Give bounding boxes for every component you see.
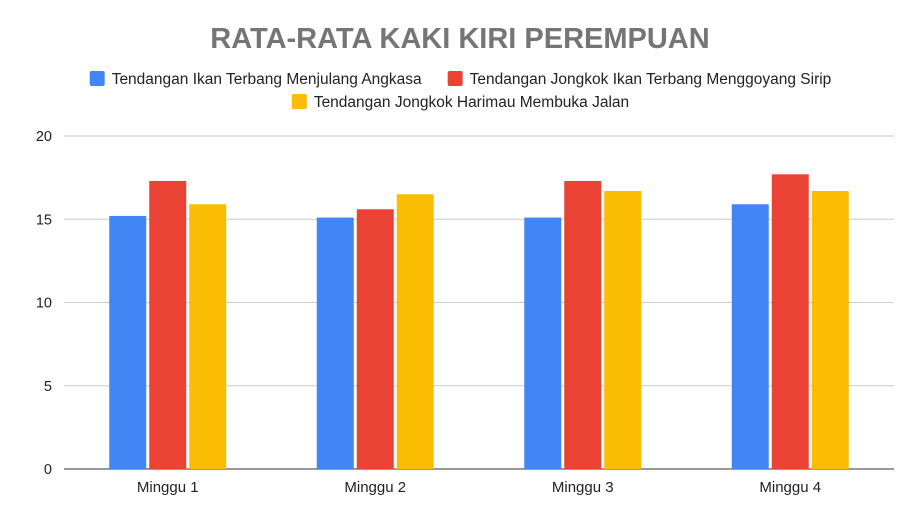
x-tick-label: Minggu 4	[759, 479, 821, 496]
y-tick-label: 0	[44, 462, 52, 478]
legend-label: Tendangan Ikan Terbang Menjulang Angkasa	[112, 71, 422, 88]
bar	[396, 194, 434, 469]
y-tick-label: 15	[36, 212, 52, 228]
legend-item: Tendangan Jongkok Ikan Terbang Menggoyan…	[447, 71, 832, 88]
legend-item: Tendangan Jongkok Harimau Membuka Jalan	[291, 94, 629, 111]
grid-lines	[64, 135, 894, 470]
x-tick-label: Minggu 1	[137, 479, 199, 496]
bar	[316, 217, 354, 469]
legend-swatch	[89, 71, 105, 86]
x-tick-label: Minggu 2	[344, 479, 406, 496]
legend-label: Tendangan Jongkok Harimau Membuka Jalan	[314, 94, 629, 111]
bar	[189, 204, 227, 469]
bar	[356, 209, 394, 469]
y-axis: 0 5 10 15 20	[36, 129, 52, 478]
y-tick-label: 10	[36, 296, 52, 312]
legend-label: Tendangan Jongkok Ikan Terbang Menggoyan…	[470, 71, 832, 88]
bar	[771, 174, 809, 470]
bar	[149, 180, 187, 469]
bar	[811, 190, 849, 469]
legend-item: Tendangan Ikan Terbang Menjulang Angkasa	[89, 71, 422, 88]
bar	[731, 204, 769, 469]
bars	[109, 174, 849, 470]
y-tick-label: 20	[36, 129, 52, 145]
chart-title: RATA-RATA KAKI KIRI PEREMPUAN	[210, 23, 709, 55]
bar	[524, 217, 562, 469]
x-tick-label: Minggu 3	[552, 479, 614, 496]
legend-swatch	[447, 71, 463, 86]
bar	[564, 180, 602, 469]
bar	[604, 190, 642, 469]
legend: Tendangan Ikan Terbang Menjulang Angkasa…	[89, 71, 832, 111]
y-tick-label: 5	[44, 379, 52, 395]
legend-swatch	[291, 94, 307, 109]
x-axis: Minggu 1 Minggu 2 Minggu 3 Minggu 4	[137, 479, 821, 496]
bar	[109, 215, 147, 469]
